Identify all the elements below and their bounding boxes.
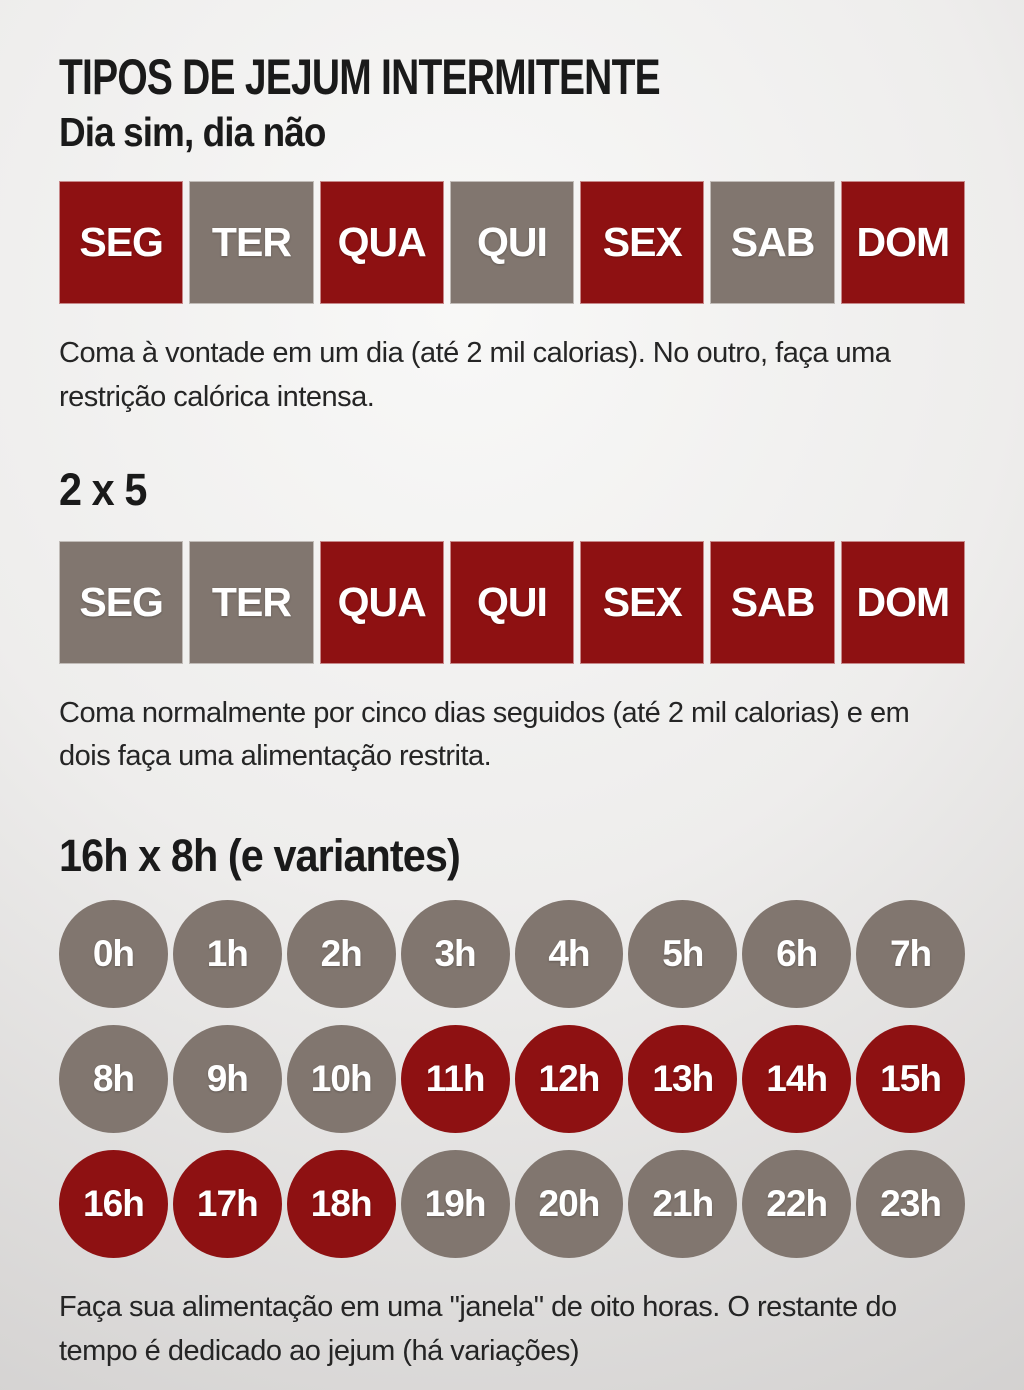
day-cell: DOM [840, 540, 965, 664]
hour-circle: 13h [628, 1025, 738, 1134]
hour-circle: 9h [172, 1025, 282, 1134]
day-cell: SEX [580, 181, 705, 305]
hour-circle: 2h [286, 900, 396, 1009]
hour-row-2: 8h 9h 10h 11h 12h 13h 14h 15h [59, 1025, 965, 1134]
section-heading-alternate: Dia sim, dia não [59, 109, 326, 155]
hour-circle: 10h [286, 1025, 396, 1134]
day-cell: SAB [710, 181, 835, 305]
section-heading-sixteen-eight: 16h x 8h (e variantes) [59, 829, 461, 881]
hour-circle: 11h [400, 1025, 510, 1134]
hour-circle: 8h [59, 1025, 168, 1134]
hour-circle: 5h [628, 900, 738, 1009]
hour-circle: 16h [59, 1150, 168, 1259]
hour-circle: 1h [172, 900, 282, 1009]
hour-row-3: 16h 17h 18h 19h 20h 21h 22h 23h [59, 1150, 965, 1259]
hour-circle: 3h [400, 900, 510, 1009]
day-cell: SEX [580, 540, 705, 664]
hour-circle: 18h [286, 1150, 396, 1259]
day-cell: QUI [449, 181, 575, 305]
section-description-sixteen-eight: Faça sua alimentação em uma "janela" de … [59, 1291, 897, 1367]
day-cell: QUI [449, 540, 575, 664]
hour-circle: 0h [59, 900, 168, 1009]
hour-circle: 17h [172, 1150, 282, 1259]
day-cell: TER [189, 181, 314, 305]
day-row-alternate: SEG TER QUA QUI SEX SAB DOM [59, 181, 965, 305]
hour-circle: 12h [514, 1025, 624, 1134]
hour-circle: 23h [856, 1150, 965, 1259]
section-description-alternate: Coma à vontade em um dia (até 2 mil calo… [59, 337, 891, 413]
hour-circle: 22h [742, 1150, 852, 1259]
day-cell: QUA [319, 181, 444, 305]
day-cell: QUA [319, 540, 444, 664]
day-cell: SEG [59, 181, 184, 305]
section-description-two-by-five: Coma normalmente por cinco dias seguidos… [59, 696, 910, 773]
hour-circle: 21h [628, 1150, 738, 1259]
day-row-two-by-five: SEG TER QUA QUI SEX SAB DOM [59, 540, 965, 664]
page-title: TIPOS DE JEJUM INTERMITENTE [59, 49, 661, 105]
day-cell: DOM [840, 181, 965, 305]
hour-circle: 4h [514, 900, 624, 1009]
hour-row-1: 0h 1h 2h 3h 4h 5h 6h 7h [59, 900, 965, 1009]
hour-circle: 20h [514, 1150, 624, 1259]
section-heading-two-by-five: 2 x 5 [59, 464, 147, 516]
day-cell: SEG [59, 540, 184, 664]
hour-circle: 15h [856, 1025, 965, 1134]
hour-circle: 14h [742, 1025, 852, 1134]
day-cell: TER [189, 540, 314, 664]
hour-circle: 7h [856, 900, 965, 1009]
day-cell: SAB [710, 540, 835, 664]
hour-circle: 19h [400, 1150, 510, 1259]
hour-circle: 6h [742, 900, 852, 1009]
